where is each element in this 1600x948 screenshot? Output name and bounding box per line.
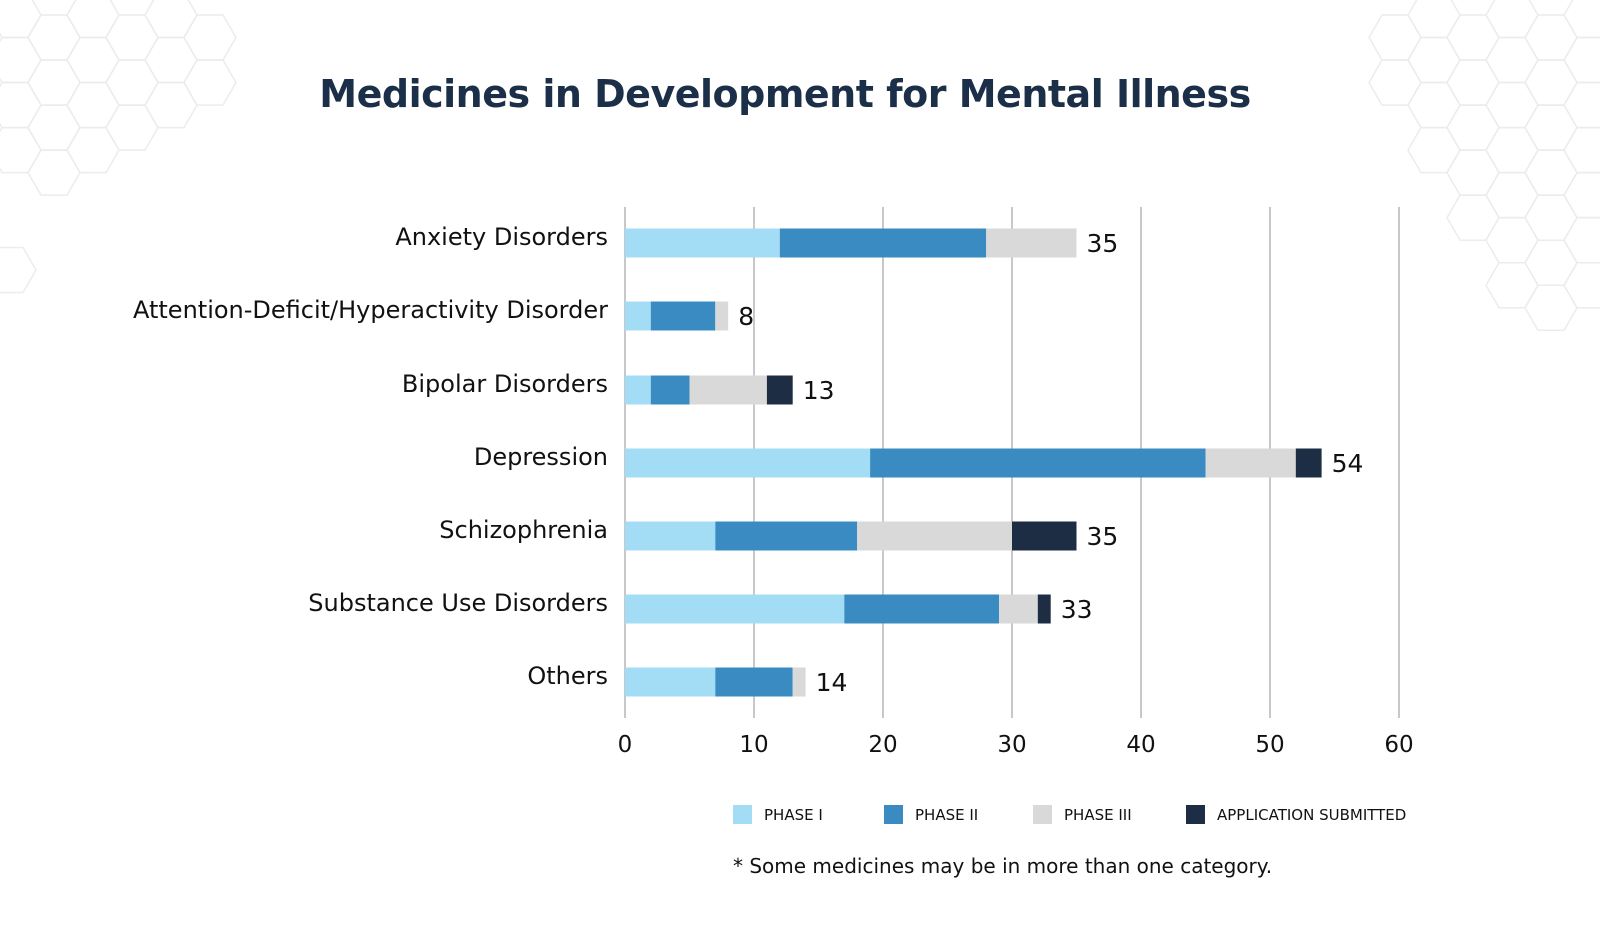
bar-total-label: 14 <box>816 668 848 697</box>
bar-segment <box>650 301 716 331</box>
bar-segment <box>625 375 651 405</box>
bar-segment <box>986 228 1077 258</box>
category-label: Others <box>527 662 608 690</box>
bar-segment <box>1205 448 1296 478</box>
bar-segment <box>625 594 845 624</box>
category-label: Depression <box>474 443 608 471</box>
legend-label: APPLICATION SUBMITTED <box>1217 806 1406 824</box>
x-tick-label: 30 <box>997 732 1026 758</box>
bar-segment <box>766 375 793 405</box>
bar-segment <box>715 301 729 331</box>
bar-total-label: 35 <box>1087 522 1119 551</box>
bar-segment <box>625 521 716 551</box>
category-label: Schizophrenia <box>439 516 608 544</box>
x-tick-label: 0 <box>618 732 633 758</box>
chart-title: Medicines in Development for Mental Illn… <box>319 72 1251 116</box>
legend-swatch <box>733 805 752 824</box>
hexagon-shape <box>183 59 237 106</box>
hexagon-shape <box>1485 261 1539 309</box>
legend-label: PHASE II <box>915 806 978 824</box>
bar-segment <box>999 594 1038 624</box>
legend-label: PHASE III <box>1064 806 1132 824</box>
category-label: Attention-Deficit/Hyperactivity Disorder <box>133 296 608 324</box>
x-tick-label: 20 <box>868 732 897 758</box>
bar-segment <box>779 228 987 258</box>
bar-segment <box>715 667 793 697</box>
bar-segment <box>715 521 858 551</box>
bar-segment <box>625 448 871 478</box>
bar-segment <box>1012 521 1077 551</box>
category-label: Substance Use Disorders <box>308 589 608 617</box>
legend-swatch <box>1033 805 1052 824</box>
bar-segment <box>1295 448 1322 478</box>
footnote: * Some medicines may be in more than one… <box>733 854 1273 878</box>
x-tick-label: 60 <box>1384 732 1413 758</box>
hexagon-shape <box>1446 194 1500 241</box>
hexagon-shape <box>1407 126 1461 174</box>
hexagon-shape <box>1368 59 1422 106</box>
bar-segment <box>792 667 806 697</box>
x-tick-label: 10 <box>739 732 768 758</box>
x-tick-label: 50 <box>1255 732 1284 758</box>
bar-segment <box>1037 594 1051 624</box>
bar-segment <box>625 228 780 258</box>
bar-segment <box>689 375 767 405</box>
bar-total-label: 33 <box>1061 595 1093 624</box>
bar-segment <box>625 301 651 331</box>
bar-segment <box>844 594 1000 624</box>
legend-label: PHASE I <box>764 806 823 824</box>
bar-segment <box>870 448 1206 478</box>
bar-total-label: 8 <box>738 302 754 331</box>
x-tick-label: 40 <box>1126 732 1155 758</box>
hexagon-shape <box>0 246 37 294</box>
category-label: Bipolar Disorders <box>402 370 608 398</box>
category-label: Anxiety Disorders <box>395 223 608 251</box>
bar-total-label: 13 <box>803 376 835 405</box>
bar-total-label: 35 <box>1087 229 1119 258</box>
bar-segment <box>650 375 690 405</box>
bar-segment <box>857 521 1012 551</box>
legend-swatch <box>884 805 903 824</box>
bar-total-label: 54 <box>1332 449 1364 478</box>
legend-swatch <box>1186 805 1205 824</box>
bar-segment <box>625 667 716 697</box>
